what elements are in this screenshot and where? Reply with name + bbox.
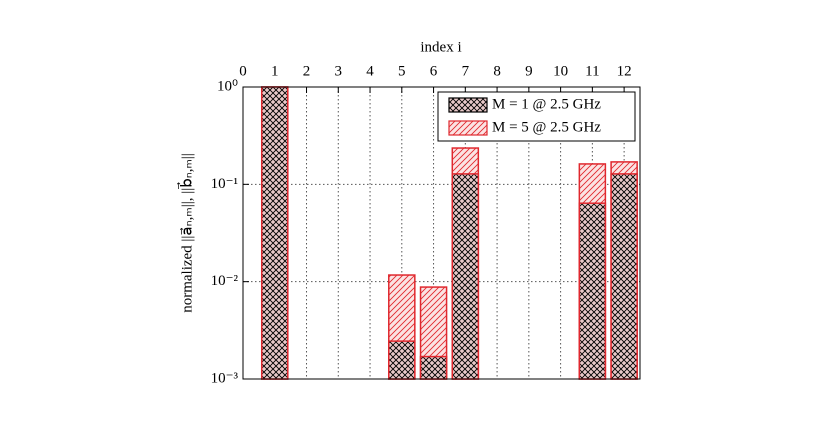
x-tick-label: 0 [239,63,247,79]
x-tick-label: 9 [525,63,533,79]
y-tick-label: 10⁰ [217,78,238,94]
x-tick-label: 7 [462,63,470,79]
x-tick-label: 1 [271,63,279,79]
x-tick-label: 4 [366,63,374,79]
x-tick-label: 12 [617,63,632,79]
bar [610,173,638,380]
bar [578,202,607,380]
legend-label: M = 1 @ 2.5 GHz [492,96,601,112]
bar [451,173,480,380]
x-tick-label: 6 [430,63,438,79]
y-tick-label: 10⁻³ [211,370,239,386]
y-tick-label: 10⁻¹ [211,176,238,192]
plot-frame [242,86,641,380]
bar [419,355,448,380]
legend-swatch [448,120,488,136]
x-axis-title: index i [420,39,461,55]
x-tick-label: 5 [398,63,406,79]
legend-label: M = 5 @ 2.5 GHz [492,119,601,135]
x-tick-label: 11 [585,63,599,79]
y-tick-label: 10⁻² [211,273,239,289]
x-tick-label: 3 [335,63,343,79]
x-tick-label: 2 [303,63,311,79]
y-axis-title: normalized ||a⃗ₙ,ₘ||, ||b⃗ₙ,ₘ|| [177,153,196,313]
legend-swatch [448,97,488,113]
x-tick-label: 10 [553,63,568,79]
bar [388,340,416,380]
x-tick-label: 8 [493,63,501,79]
bar [260,86,289,380]
